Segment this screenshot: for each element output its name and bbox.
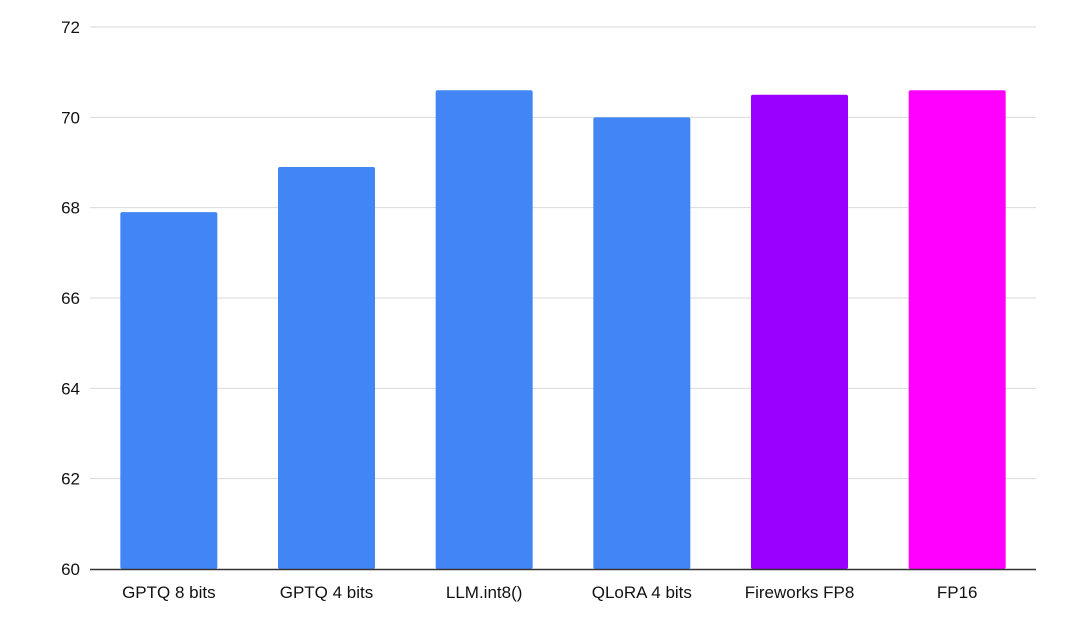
x-tick-label: Fireworks FP8 bbox=[745, 583, 855, 602]
bar-qlora-4-bits bbox=[593, 117, 691, 569]
y-tick-label-64: 64 bbox=[61, 379, 80, 398]
x-tick-label: QLoRA 4 bits bbox=[592, 583, 692, 602]
y-tick-label-62: 62 bbox=[61, 470, 80, 489]
bar-fireworks-fp8 bbox=[751, 94, 848, 569]
y-tick-label-60: 60 bbox=[61, 560, 80, 579]
y-tick-label-66: 66 bbox=[61, 289, 80, 308]
x-tick-label: GPTQ 4 bits bbox=[280, 583, 374, 602]
bar-gptq-4-bits bbox=[278, 167, 375, 569]
x-tick-label: FP16 bbox=[937, 583, 978, 602]
y-tick-label-68: 68 bbox=[61, 199, 80, 218]
bar-gptq-8-bits bbox=[120, 212, 218, 569]
bars bbox=[120, 90, 1006, 569]
x-tick-label: GPTQ 8 bits bbox=[122, 583, 216, 602]
y-tick-label-70: 70 bbox=[61, 108, 80, 127]
y-axis-ticks: 60 62 64 66 68 70 72 bbox=[61, 18, 80, 579]
bar-llm-int8 bbox=[435, 90, 533, 569]
x-axis-ticks: GPTQ 8 bits GPTQ 4 bits LLM.int8() QLoRA 4 … bbox=[122, 583, 977, 602]
x-tick-label: LLM.int8() bbox=[446, 583, 523, 602]
gridlines bbox=[90, 26, 1036, 480]
bar-fp16 bbox=[908, 90, 1006, 569]
y-tick-label-72: 72 bbox=[61, 18, 80, 37]
